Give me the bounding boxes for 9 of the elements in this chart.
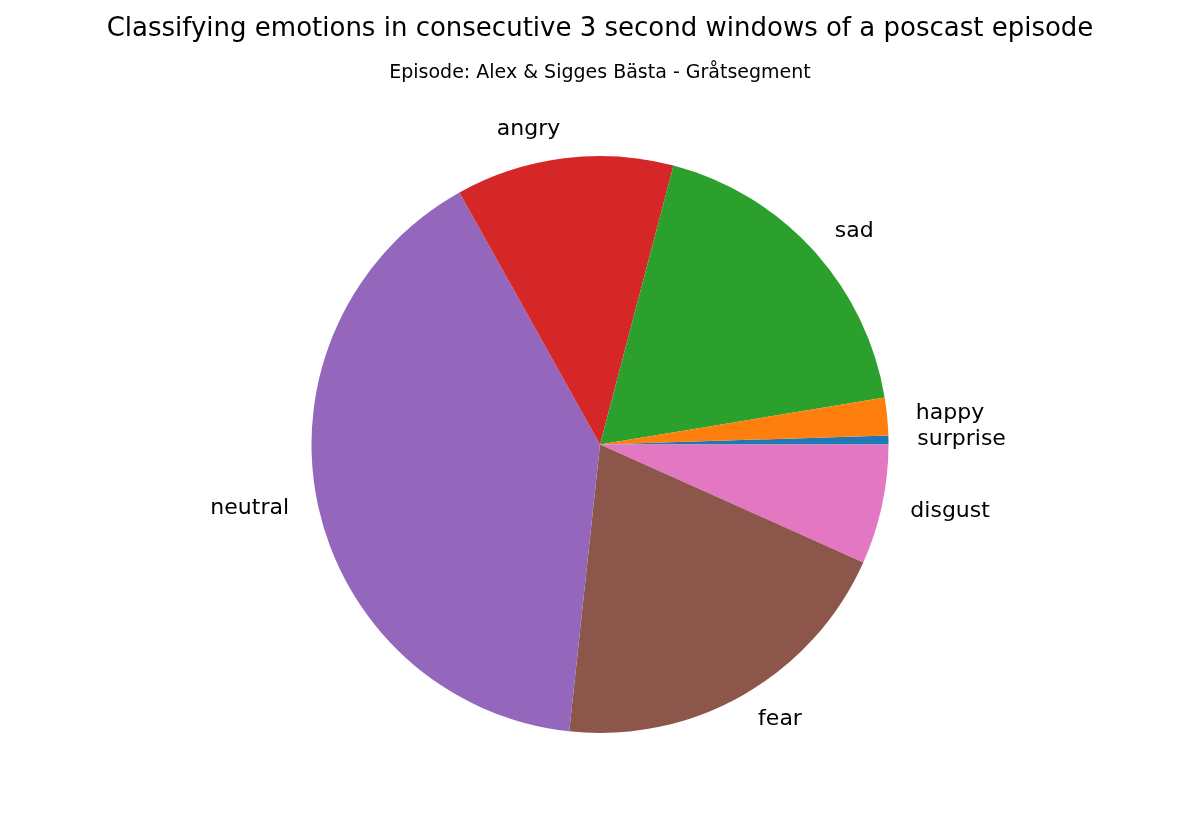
slice-label: neutral	[210, 493, 290, 519]
slice-label: fear	[758, 705, 803, 731]
slice-label: surprise	[917, 425, 1006, 451]
slice-label: happy	[915, 399, 985, 425]
slice-label: disgust	[910, 496, 991, 522]
chart-title: Classifying emotions in consecutive 3 second windows of a poscast episode	[106, 12, 1094, 43]
chart-subtitle: Episode: Alex & Sigges Bästa - Gråtsegment	[389, 59, 811, 82]
slice-label: angry	[496, 115, 561, 141]
slice-label: sad	[834, 216, 874, 242]
